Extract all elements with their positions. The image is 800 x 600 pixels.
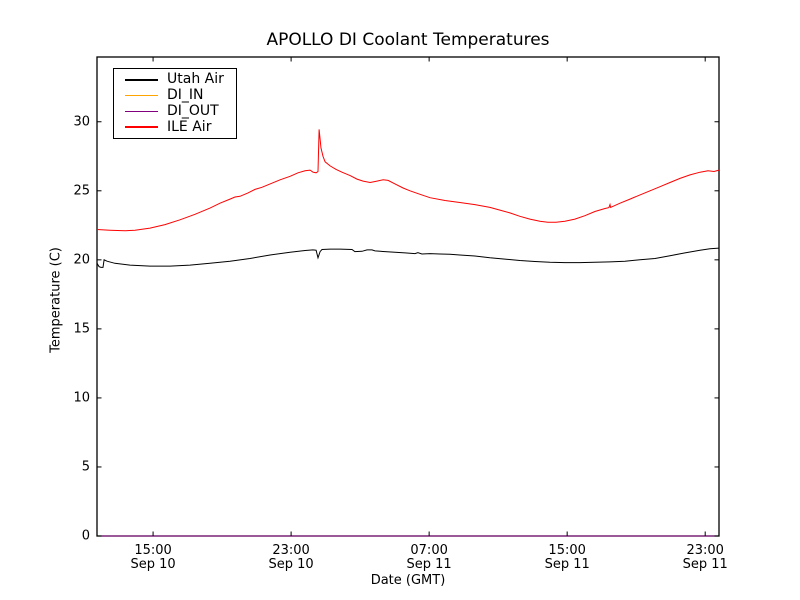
x-tick-label-line: 23:00 <box>272 543 310 558</box>
x-axis-label: Date (GMT) <box>370 573 446 588</box>
legend-line-sample <box>125 126 158 128</box>
y-tick-label-1: 5 <box>81 459 90 475</box>
x-tick-label-line: Sep 10 <box>130 557 176 572</box>
series-line-utah-air <box>96 247 720 268</box>
legend-label: ILE Air <box>167 118 212 135</box>
series-line-ile-air <box>96 129 720 232</box>
legend: Utah Air DI_IN DI_OUT ILE Air <box>113 68 237 139</box>
x-tick-label-line: Sep 11 <box>406 557 452 572</box>
x-tick-label-4: 23:00 Sep 11 <box>683 544 728 572</box>
legend-item-di-out: DI_OUT <box>114 102 236 119</box>
x-tick-label-line: Sep 11 <box>544 557 590 572</box>
x-tick-label-line: 15:00 <box>134 543 172 558</box>
x-tick-label-2: 07:00 Sep 11 <box>407 544 452 572</box>
x-tick-label-line: 15:00 <box>548 543 586 558</box>
legend-item-di-in: DI_IN <box>114 88 236 103</box>
x-tick-label-3: 15:00 Sep 11 <box>545 544 590 572</box>
y-tick-label-4: 20 <box>73 252 90 268</box>
legend-label: DI_OUT <box>167 102 219 119</box>
x-tick-label-line: Sep 10 <box>268 557 314 572</box>
x-tick-label-line: 07:00 <box>410 543 448 558</box>
y-tick-label-2: 10 <box>73 390 90 406</box>
x-tick-label-line: 23:00 <box>686 543 724 558</box>
legend-label: Utah Air <box>167 71 224 88</box>
x-tick-label-1: 23:00 Sep 10 <box>269 544 314 572</box>
y-tick-label-6: 30 <box>73 114 90 130</box>
x-tick-label-line: Sep 11 <box>682 557 728 572</box>
legend-line-sample <box>125 110 158 113</box>
legend-line-sample <box>125 79 158 81</box>
y-tick-label-5: 25 <box>73 183 90 199</box>
legend-item-ile-air: ILE Air <box>114 118 236 135</box>
y-tick-label-0: 0 <box>81 528 90 544</box>
x-tick-label-0: 15:00 Sep 10 <box>130 544 175 572</box>
chart-title: APOLLO DI Coolant Temperatures <box>266 30 550 50</box>
y-tick-label-3: 15 <box>73 321 90 337</box>
legend-line-sample <box>125 94 158 97</box>
legend-label: DI_IN <box>167 87 204 104</box>
legend-item-utah-air: Utah Air <box>114 72 236 87</box>
